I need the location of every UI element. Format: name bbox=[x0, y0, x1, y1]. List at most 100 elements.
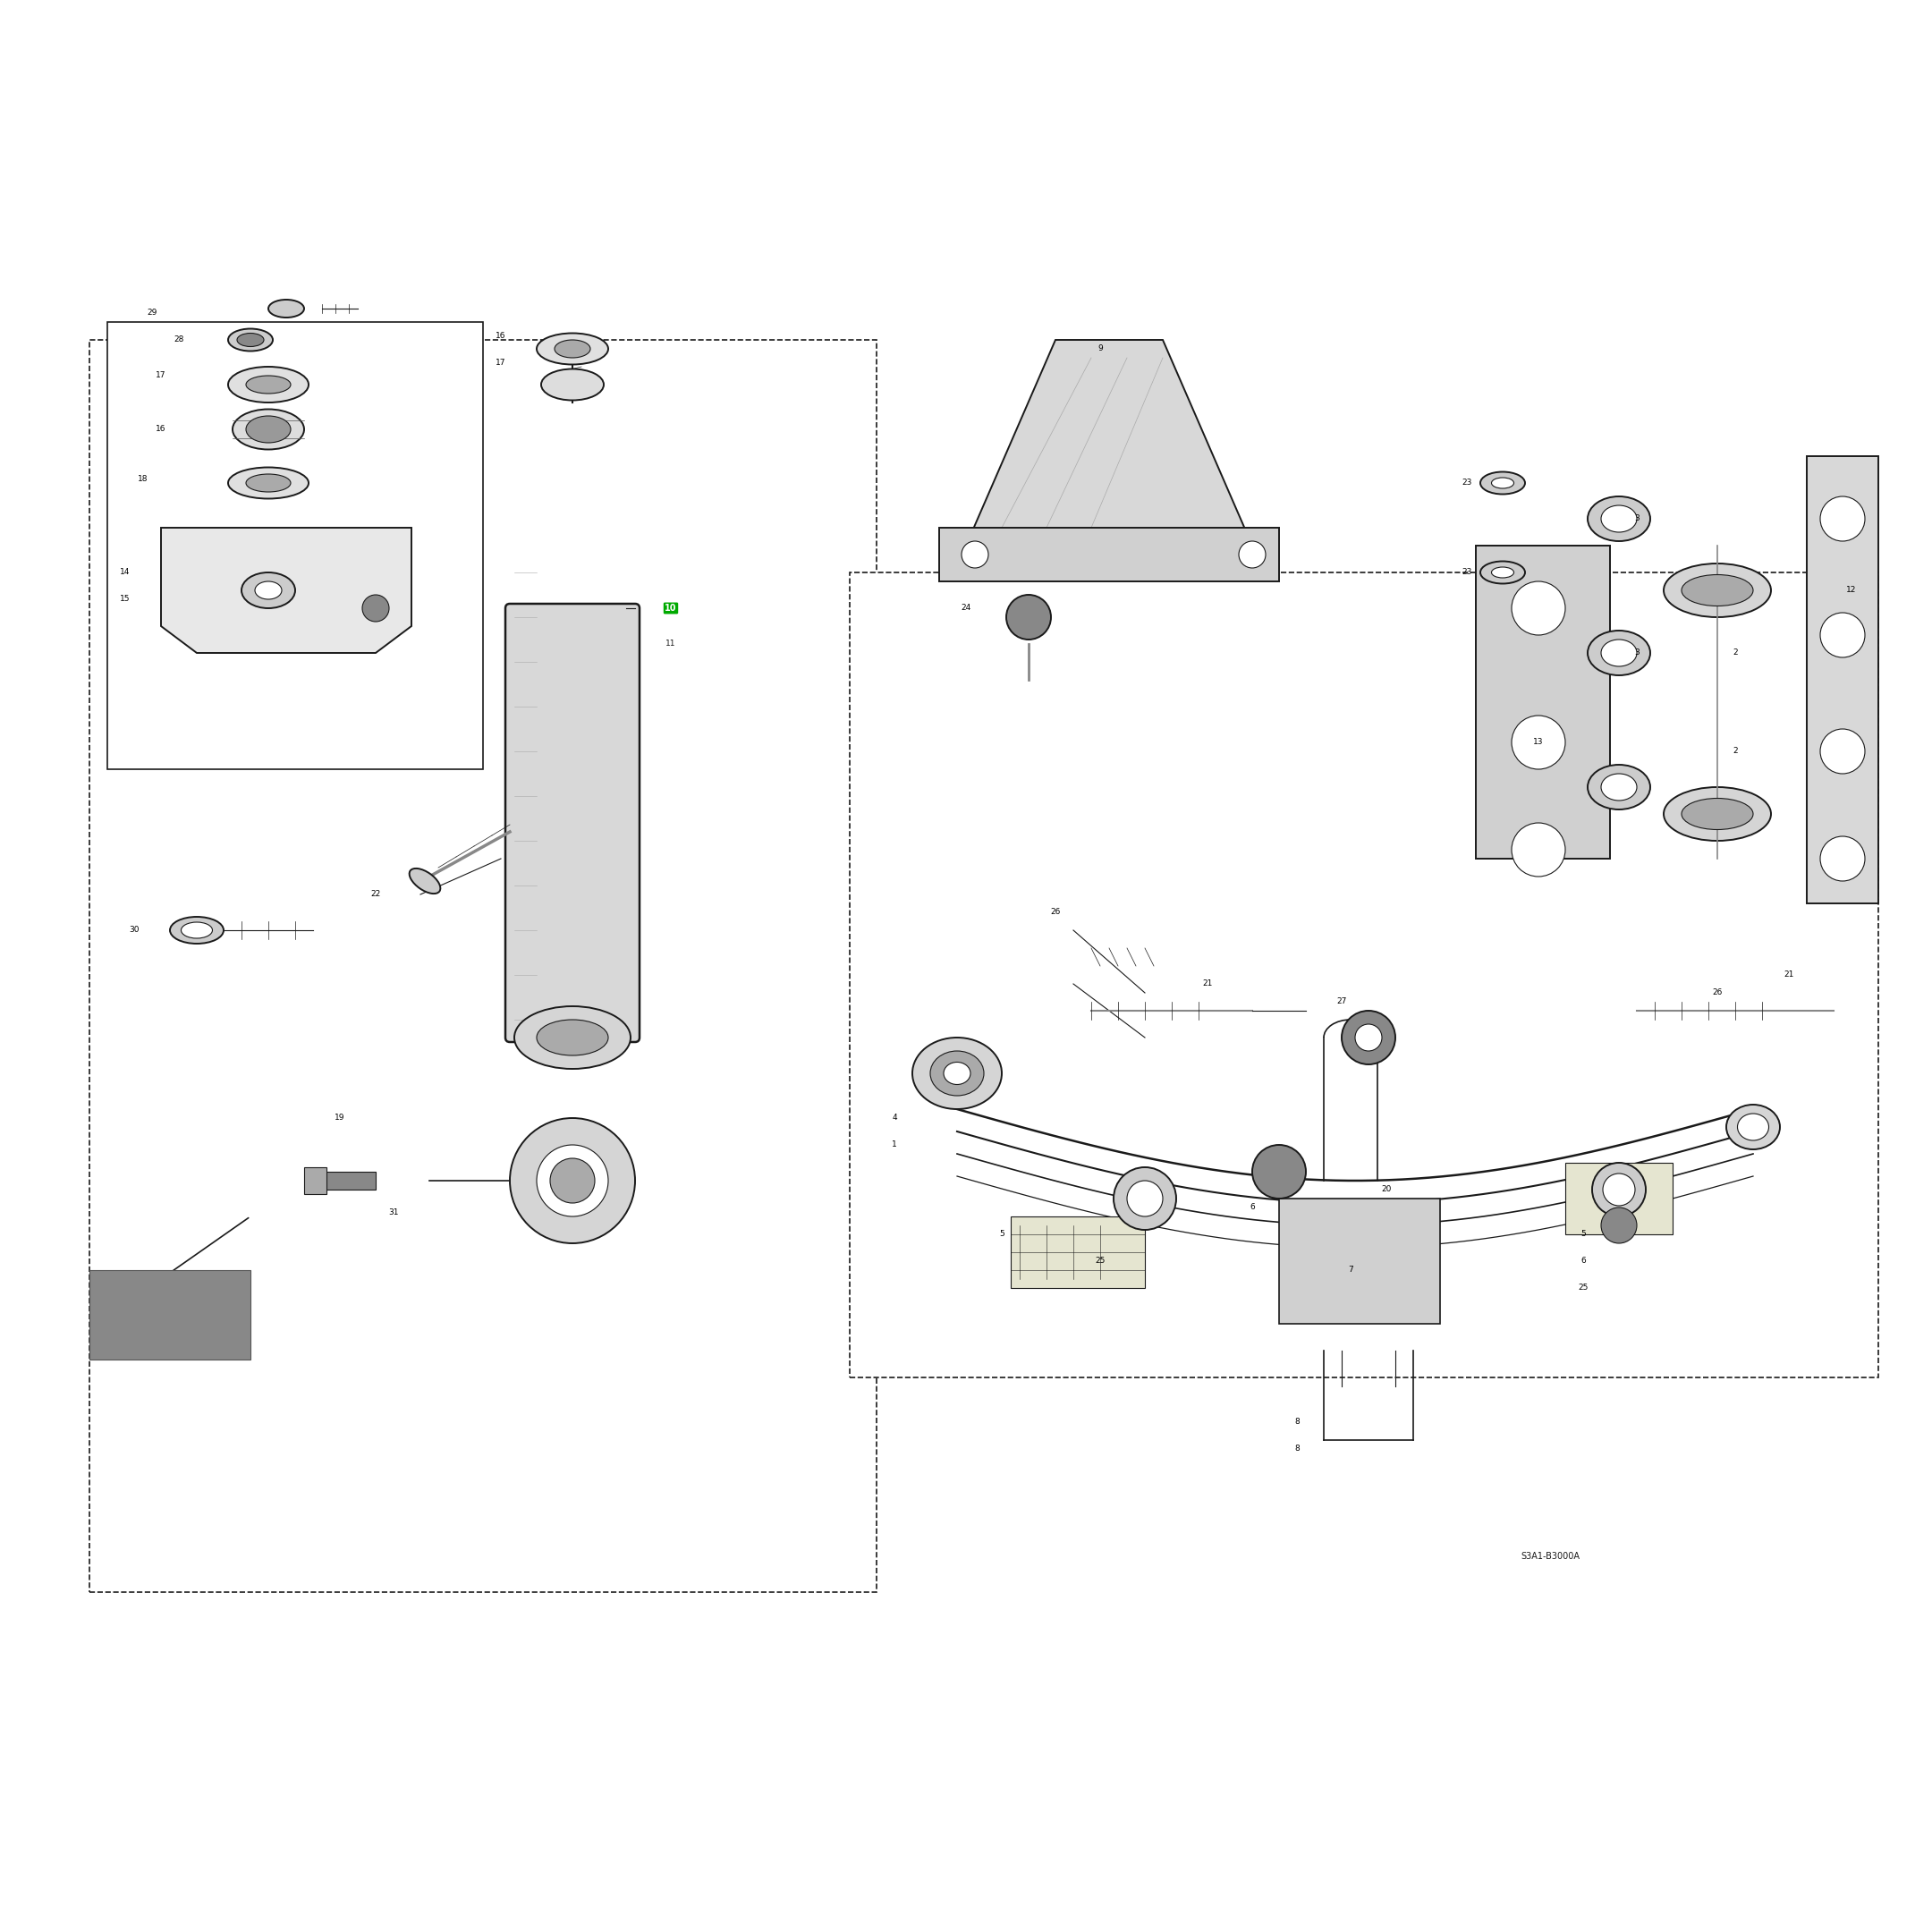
Ellipse shape bbox=[1737, 1113, 1770, 1140]
Ellipse shape bbox=[1588, 497, 1650, 541]
Ellipse shape bbox=[1663, 564, 1772, 616]
Circle shape bbox=[510, 1119, 636, 1244]
Text: 3: 3 bbox=[1634, 649, 1640, 657]
Circle shape bbox=[1511, 582, 1565, 636]
Text: 3: 3 bbox=[1634, 514, 1640, 524]
Text: 9: 9 bbox=[1097, 344, 1103, 354]
Ellipse shape bbox=[245, 375, 290, 394]
Ellipse shape bbox=[269, 299, 303, 317]
Circle shape bbox=[363, 595, 388, 622]
Bar bbox=[108, 323, 483, 769]
Bar bbox=[89, 340, 877, 1592]
Ellipse shape bbox=[255, 582, 282, 599]
Ellipse shape bbox=[1480, 562, 1524, 583]
Ellipse shape bbox=[1681, 574, 1752, 607]
Circle shape bbox=[1511, 715, 1565, 769]
Text: 6: 6 bbox=[1580, 1258, 1586, 1265]
Ellipse shape bbox=[238, 332, 265, 346]
Circle shape bbox=[1604, 1173, 1634, 1206]
Ellipse shape bbox=[232, 410, 303, 450]
Bar bbox=[89, 1269, 251, 1360]
Text: 17: 17 bbox=[156, 371, 166, 381]
Ellipse shape bbox=[514, 1007, 630, 1068]
Text: 25: 25 bbox=[1095, 1258, 1105, 1265]
Text: 31: 31 bbox=[388, 1208, 398, 1215]
Text: 20: 20 bbox=[1381, 1186, 1391, 1194]
Text: 14: 14 bbox=[120, 568, 129, 576]
Ellipse shape bbox=[1588, 630, 1650, 676]
Ellipse shape bbox=[242, 572, 296, 609]
Ellipse shape bbox=[228, 328, 272, 352]
Circle shape bbox=[1602, 1208, 1636, 1244]
Text: 28: 28 bbox=[174, 336, 184, 344]
Ellipse shape bbox=[245, 473, 290, 493]
Circle shape bbox=[1820, 497, 1864, 541]
Ellipse shape bbox=[943, 1063, 970, 1084]
Text: 10: 10 bbox=[665, 603, 676, 612]
Text: 6: 6 bbox=[1250, 1204, 1254, 1211]
Text: 8: 8 bbox=[1294, 1445, 1300, 1453]
Text: 5: 5 bbox=[999, 1231, 1005, 1238]
Ellipse shape bbox=[1681, 798, 1752, 829]
Text: 1: 1 bbox=[893, 1142, 896, 1150]
Ellipse shape bbox=[929, 1051, 983, 1095]
Text: 21: 21 bbox=[1202, 980, 1213, 987]
Text: 30: 30 bbox=[129, 925, 139, 935]
Text: 16: 16 bbox=[156, 425, 166, 433]
Text: 7: 7 bbox=[1349, 1265, 1352, 1273]
Circle shape bbox=[1252, 1146, 1306, 1198]
Ellipse shape bbox=[1663, 786, 1772, 840]
Text: 2: 2 bbox=[1733, 649, 1737, 657]
Ellipse shape bbox=[1492, 477, 1515, 489]
Text: 19: 19 bbox=[334, 1115, 346, 1122]
Text: 29: 29 bbox=[147, 309, 156, 317]
FancyBboxPatch shape bbox=[506, 603, 639, 1041]
Text: 8: 8 bbox=[1294, 1418, 1300, 1426]
Polygon shape bbox=[1806, 456, 1878, 904]
Polygon shape bbox=[160, 527, 412, 653]
Text: 11: 11 bbox=[667, 639, 676, 647]
Text: 22: 22 bbox=[371, 891, 381, 898]
Ellipse shape bbox=[1480, 471, 1524, 495]
Text: 4: 4 bbox=[893, 1115, 896, 1122]
Text: 12: 12 bbox=[1847, 585, 1857, 595]
Ellipse shape bbox=[170, 918, 224, 943]
Ellipse shape bbox=[537, 1020, 609, 1055]
Ellipse shape bbox=[1602, 639, 1636, 667]
Circle shape bbox=[962, 541, 989, 568]
Bar bbox=[323, 1171, 375, 1190]
Bar bbox=[939, 527, 1279, 582]
Circle shape bbox=[1007, 595, 1051, 639]
Ellipse shape bbox=[410, 867, 440, 895]
Ellipse shape bbox=[1602, 506, 1636, 531]
Text: 26: 26 bbox=[1051, 908, 1061, 916]
Circle shape bbox=[1126, 1180, 1163, 1217]
Ellipse shape bbox=[228, 468, 309, 498]
Circle shape bbox=[537, 1146, 609, 1217]
Circle shape bbox=[551, 1159, 595, 1204]
Circle shape bbox=[1820, 728, 1864, 773]
Ellipse shape bbox=[1492, 568, 1515, 578]
Circle shape bbox=[1113, 1167, 1177, 1231]
Text: 17: 17 bbox=[497, 357, 506, 367]
Circle shape bbox=[1238, 541, 1265, 568]
Text: 13: 13 bbox=[1534, 738, 1544, 746]
Polygon shape bbox=[1476, 545, 1609, 858]
Ellipse shape bbox=[1602, 773, 1636, 800]
Circle shape bbox=[1511, 823, 1565, 877]
Circle shape bbox=[1820, 837, 1864, 881]
Text: 23: 23 bbox=[1463, 479, 1472, 487]
Ellipse shape bbox=[537, 332, 609, 365]
Bar bbox=[1279, 1198, 1439, 1323]
Circle shape bbox=[1354, 1024, 1381, 1051]
Ellipse shape bbox=[228, 367, 309, 402]
Ellipse shape bbox=[1588, 765, 1650, 810]
Bar bbox=[1565, 1163, 1673, 1235]
Text: 5: 5 bbox=[1580, 1231, 1586, 1238]
Text: 15: 15 bbox=[120, 595, 129, 603]
Circle shape bbox=[1592, 1163, 1646, 1217]
Ellipse shape bbox=[182, 922, 213, 939]
Ellipse shape bbox=[554, 340, 591, 357]
Bar bbox=[850, 572, 1878, 1378]
Ellipse shape bbox=[912, 1037, 1003, 1109]
